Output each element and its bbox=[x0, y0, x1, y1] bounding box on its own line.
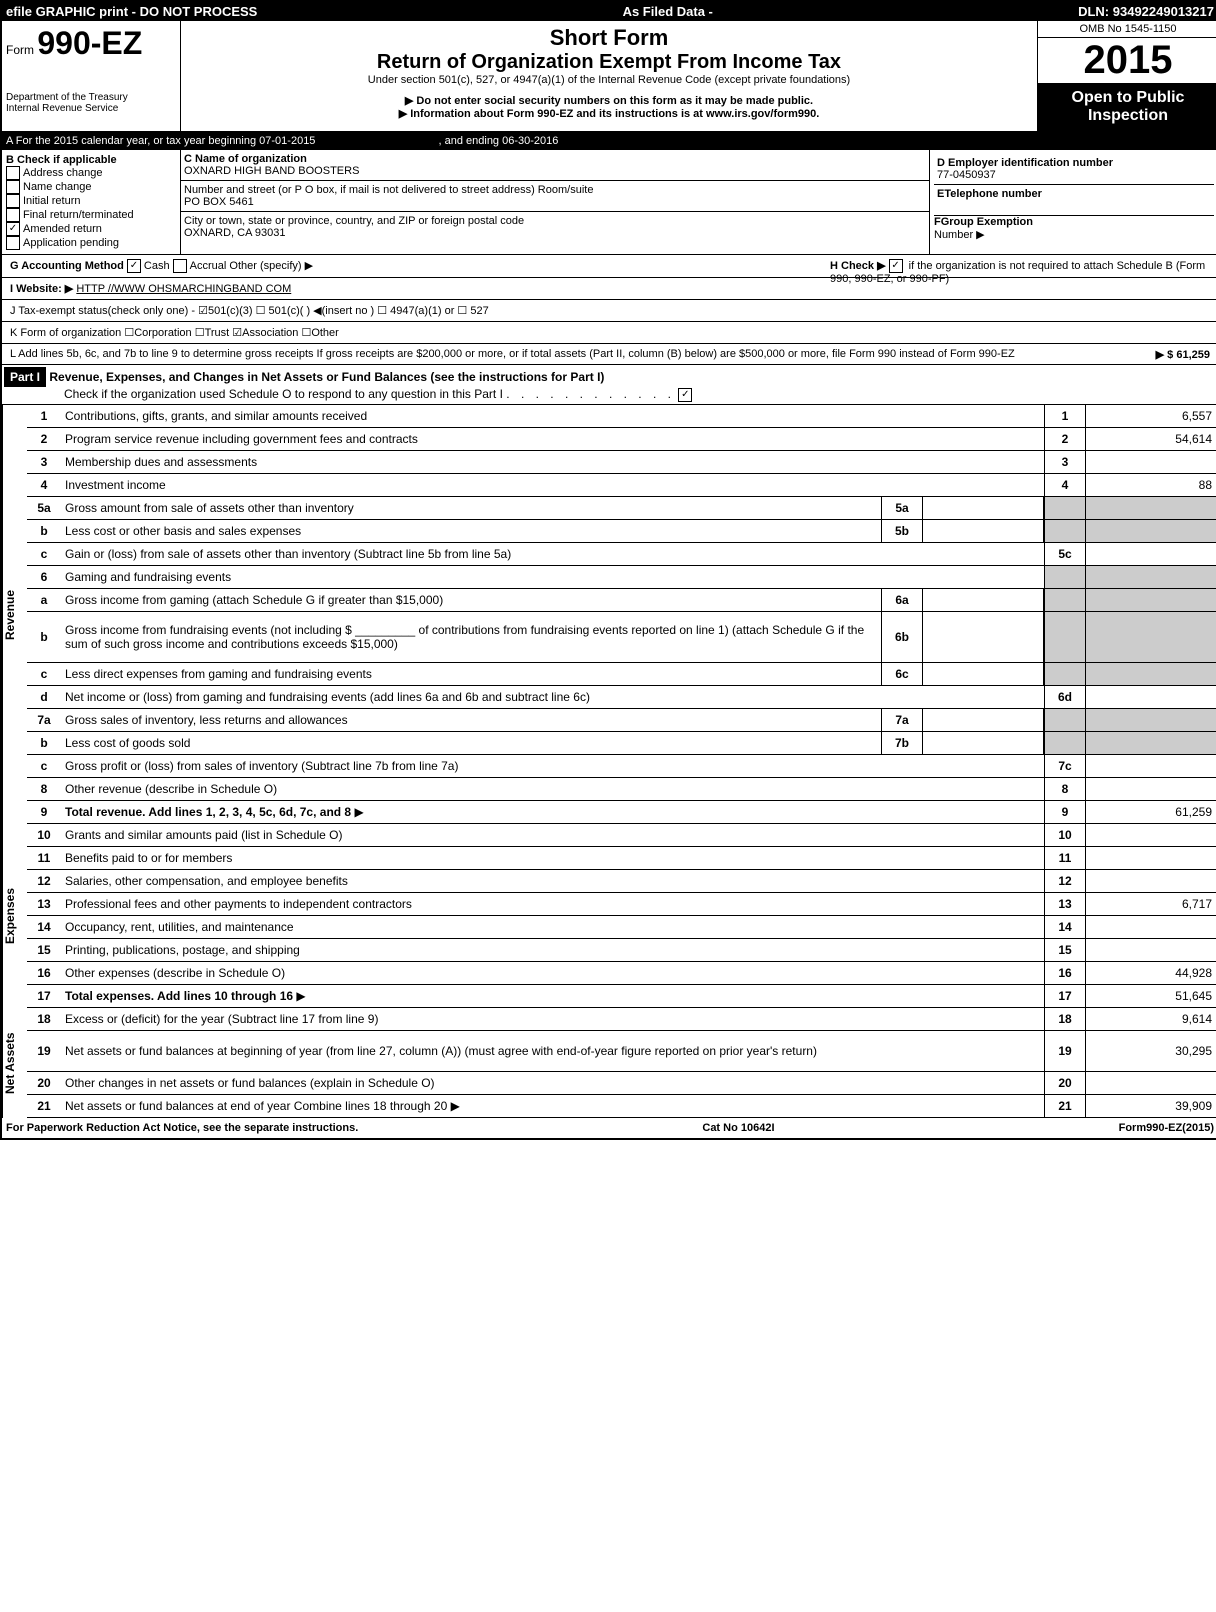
main-title: Return of Organization Exempt From Incom… bbox=[185, 51, 1033, 74]
form-number: 990-EZ bbox=[37, 25, 142, 61]
total-revenue: 61,259 bbox=[1085, 801, 1216, 823]
cb-final[interactable] bbox=[6, 208, 20, 222]
short-form-title: Short Form bbox=[185, 25, 1033, 51]
cb-accrual[interactable] bbox=[173, 259, 187, 273]
row-g-h: G Accounting Method ✓Cash Accrual Other … bbox=[2, 255, 1216, 278]
open-public-badge: Open to Public Inspection bbox=[1038, 83, 1216, 131]
cb-initial[interactable] bbox=[6, 194, 20, 208]
form-ref: Form990-EZ(2015) bbox=[1119, 1122, 1214, 1134]
line21-val: 39,909 bbox=[1085, 1095, 1216, 1117]
form-number-block: Form 990-EZ Department of the Treasury I… bbox=[2, 21, 181, 131]
footer: For Paperwork Reduction Act Notice, see … bbox=[2, 1118, 1216, 1138]
part1-header: Part I Revenue, Expenses, and Changes in… bbox=[2, 365, 1216, 405]
row-a: A For the 2015 calendar year, or tax yea… bbox=[2, 133, 1216, 150]
line3-val bbox=[1085, 451, 1216, 473]
cb-h[interactable]: ✓ bbox=[889, 259, 903, 273]
total-expenses: 51,645 bbox=[1085, 985, 1216, 1007]
line16-val: 44,928 bbox=[1085, 962, 1216, 984]
irs-label: Internal Revenue Service bbox=[6, 103, 176, 114]
cb-pending[interactable] bbox=[6, 236, 20, 250]
expenses-section: Expenses 10Grants and similar amounts pa… bbox=[2, 824, 1216, 1008]
netassets-section: Net Assets 18Excess or (deficit) for the… bbox=[2, 1008, 1216, 1118]
revenue-section: Revenue 1Contributions, gifts, grants, a… bbox=[2, 405, 1216, 824]
expenses-label: Expenses bbox=[2, 824, 27, 1008]
instr1: ▶ Do not enter social security numbers o… bbox=[185, 94, 1033, 107]
tax-year: 2015 bbox=[1038, 38, 1216, 83]
header-mid: Short Form Return of Organization Exempt… bbox=[181, 21, 1037, 131]
header-row: Form 990-EZ Department of the Treasury I… bbox=[2, 21, 1216, 133]
line1-val: 6,557 bbox=[1085, 405, 1216, 427]
line2-val: 54,614 bbox=[1085, 428, 1216, 450]
line4-val: 88 bbox=[1085, 474, 1216, 496]
line19-val: 30,295 bbox=[1085, 1031, 1216, 1071]
org-city: OXNARD, CA 93031 bbox=[184, 227, 926, 239]
cb-amended[interactable]: ✓ bbox=[6, 222, 20, 236]
org-address: PO BOX 5461 bbox=[184, 196, 926, 208]
col-b-checkboxes: B Check if applicable Address change Nam… bbox=[2, 150, 181, 254]
netassets-label: Net Assets bbox=[2, 1008, 27, 1118]
col-c-org: C Name of organization OXNARD HIGH BAND … bbox=[181, 150, 930, 254]
line13-val: 6,717 bbox=[1085, 893, 1216, 915]
top-bar: efile GRAPHIC print - DO NOT PROCESS As … bbox=[2, 2, 1216, 21]
gross-receipts: ▶ $ 61,259 bbox=[1156, 348, 1210, 361]
header-right: OMB No 1545-1150 2015 Open to Public Ins… bbox=[1037, 21, 1216, 131]
cat-no: Cat No 10642I bbox=[702, 1122, 774, 1134]
efile-label: efile GRAPHIC print - DO NOT PROCESS bbox=[6, 4, 257, 19]
dept-treasury: Department of the Treasury bbox=[6, 92, 176, 103]
cb-cash[interactable]: ✓ bbox=[127, 259, 141, 273]
cb-name[interactable] bbox=[6, 180, 20, 194]
filed-data-label: As Filed Data - bbox=[623, 4, 713, 19]
line18-val: 9,614 bbox=[1085, 1008, 1216, 1030]
ein: 77-0450937 bbox=[937, 169, 1211, 181]
col-def: D Employer identification number 77-0450… bbox=[930, 150, 1216, 254]
revenue-label: Revenue bbox=[2, 405, 27, 824]
dln-label: DLN: 93492249013217 bbox=[1078, 4, 1214, 19]
form-prefix: Form bbox=[6, 43, 34, 57]
paperwork-notice: For Paperwork Reduction Act Notice, see … bbox=[6, 1122, 358, 1134]
cb-address[interactable] bbox=[6, 166, 20, 180]
instr2: ▶ Information about Form 990-EZ and its … bbox=[185, 107, 1033, 120]
row-j: J Tax-exempt status(check only one) - ☑5… bbox=[2, 300, 1216, 322]
row-k: K Form of organization ☐Corporation ☐Tru… bbox=[2, 322, 1216, 344]
form-990ez: efile GRAPHIC print - DO NOT PROCESS As … bbox=[0, 0, 1216, 1140]
org-name: OXNARD HIGH BAND BOOSTERS bbox=[184, 165, 926, 177]
section-abcdef: B Check if applicable Address change Nam… bbox=[2, 150, 1216, 255]
website[interactable]: HTTP //WWW OHSMARCHINGBAND COM bbox=[76, 283, 291, 295]
subtitle: Under section 501(c), 527, or 4947(a)(1)… bbox=[185, 74, 1033, 86]
cb-schedule-o[interactable]: ✓ bbox=[678, 388, 692, 402]
row-l: L Add lines 5b, 6c, and 7b to line 9 to … bbox=[2, 344, 1216, 365]
omb-number: OMB No 1545-1150 bbox=[1038, 21, 1216, 38]
